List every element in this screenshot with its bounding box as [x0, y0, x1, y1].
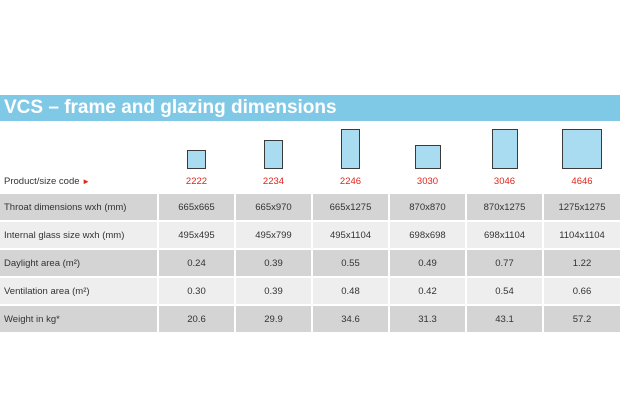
table-cell: 0.48 [311, 276, 389, 305]
table-cell: 870x1275 [465, 192, 543, 221]
table-cell: 698x698 [388, 220, 466, 249]
table-cell: 57.2 [542, 304, 620, 332]
window-size-icon [491, 129, 518, 169]
product-code: 3030 [416, 176, 439, 187]
table-cell: 1275x1275 [542, 192, 620, 221]
window-size-icon [414, 145, 441, 169]
table-cell: 34.6 [311, 304, 389, 332]
table-title: VCS – frame and glazing dimensions [0, 95, 620, 121]
table-cell: 0.42 [388, 276, 466, 305]
window-size-icon [341, 129, 360, 169]
header-label-cell: Product/size code ► [0, 121, 158, 193]
window-size-icon [562, 129, 602, 169]
window-size-icon [187, 150, 206, 169]
header-row: Product/size code ► 2222 2234 2246 3030 [0, 121, 620, 193]
table-cell: 1.22 [542, 248, 620, 277]
pointer-icon: ► [82, 177, 91, 186]
table-row-daylight-area: Daylight area (m²) 0.24 0.39 0.55 0.49 0… [0, 248, 620, 277]
dimensions-table: Product/size code ► 2222 2234 2246 3030 [0, 121, 620, 332]
table-cell: 0.30 [157, 276, 235, 305]
table-cell: 29.9 [234, 304, 312, 332]
product-cell: 3030 [388, 121, 466, 193]
table-cell: 0.54 [465, 276, 543, 305]
table-cell: 698x1104 [465, 220, 543, 249]
table-cell: 495x799 [234, 220, 312, 249]
row-label: Weight in kg* [0, 304, 158, 332]
dimensions-panel: VCS – frame and glazing dimensions Produ… [0, 95, 620, 332]
table-row-ventilation-area: Ventilation area (m²) 0.30 0.39 0.48 0.4… [0, 276, 620, 305]
table-cell: 0.55 [311, 248, 389, 277]
row-label: Ventilation area (m²) [0, 276, 158, 305]
table-cell: 0.39 [234, 276, 312, 305]
window-size-icon [264, 140, 283, 169]
table-cell: 0.77 [465, 248, 543, 277]
table-row-internal-glass-size: Internal glass size wxh (mm) 495x495 495… [0, 220, 620, 249]
table-cell: 665x1275 [311, 192, 389, 221]
table-cell: 495x495 [157, 220, 235, 249]
product-code: 3046 [493, 176, 516, 187]
product-cell: 2246 [311, 121, 389, 193]
table-cell: 495x1104 [311, 220, 389, 249]
row-label: Throat dimensions wxh (mm) [0, 192, 158, 221]
table-row-throat-dimensions: Throat dimensions wxh (mm) 665x665 665x9… [0, 192, 620, 221]
product-cell: 3046 [465, 121, 543, 193]
table-cell: 31.3 [388, 304, 466, 332]
product-code: 4646 [571, 176, 593, 187]
table-cell: 870x870 [388, 192, 466, 221]
table-cell: 665x970 [234, 192, 312, 221]
row-label: Daylight area (m²) [0, 248, 158, 277]
product-code: 2246 [339, 176, 362, 187]
product-cell: 4646 [542, 121, 620, 193]
table-cell: 665x665 [157, 192, 235, 221]
table-cell: 0.24 [157, 248, 235, 277]
table-cell: 0.66 [542, 276, 620, 305]
table-cell: 43.1 [465, 304, 543, 332]
table-cell: 20.6 [157, 304, 235, 332]
table-cell: 0.49 [388, 248, 466, 277]
product-cell: 2234 [234, 121, 312, 193]
row-label: Internal glass size wxh (mm) [0, 220, 158, 249]
table-cell: 0.39 [234, 248, 312, 277]
header-label: Product/size code [4, 176, 80, 187]
product-code: 2222 [185, 176, 208, 187]
product-cell: 2222 [157, 121, 235, 193]
table-row-weight: Weight in kg* 20.6 29.9 34.6 31.3 43.1 5… [0, 304, 620, 332]
table-cell: 1104x1104 [542, 220, 620, 249]
product-code: 2234 [262, 176, 285, 187]
